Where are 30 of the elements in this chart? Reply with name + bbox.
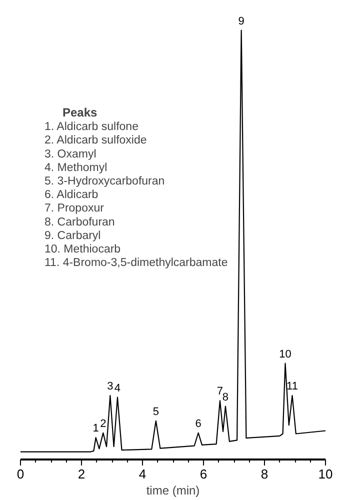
annotation: 8 (222, 391, 229, 404)
annotation: 3 (107, 380, 114, 393)
annotation: 9. Carbaryl (44, 230, 101, 242)
annotation: 7. Propoxur (44, 202, 104, 215)
x-tick-label: 2 (78, 466, 86, 482)
annotation: 1 (92, 422, 99, 435)
legend-title: Peaks (62, 106, 98, 120)
x-axis-title: time (min) (146, 484, 200, 498)
annotation: 3. Oxamyl (44, 148, 96, 160)
annotation: 10 (279, 348, 292, 360)
annotation: 11 (286, 380, 298, 393)
annotation: 5. 3-Hydroxycarbofuran (44, 176, 165, 188)
x-tick-label: 8 (260, 466, 268, 482)
annotation: 2 (100, 418, 106, 430)
annotation: 9 (238, 15, 244, 28)
annotation: 8. Carbofuran (44, 216, 115, 228)
annotation: 1. Aldicarb sulfone (44, 121, 138, 134)
x-tick-label: 6 (200, 466, 208, 482)
x-tick-label: 4 (138, 466, 146, 482)
annotation: 6 (195, 418, 202, 430)
x-tick-label: 10 (318, 466, 333, 482)
annotation: 7 (216, 386, 224, 398)
annotation: 5 (152, 406, 159, 418)
x-tick-label: 0 (16, 466, 24, 482)
annotation: 2. Aldicarb sulfoxide (44, 134, 147, 147)
annotation: 4. Methomyl (44, 162, 108, 174)
annotation: 6. Aldicarb (44, 189, 98, 202)
annotation: 11. 4-Bromo-3,5-dimethylcarbamate (44, 257, 228, 270)
annotation: 10. Methiocarb (44, 244, 121, 256)
annotation: 4 (114, 382, 121, 394)
